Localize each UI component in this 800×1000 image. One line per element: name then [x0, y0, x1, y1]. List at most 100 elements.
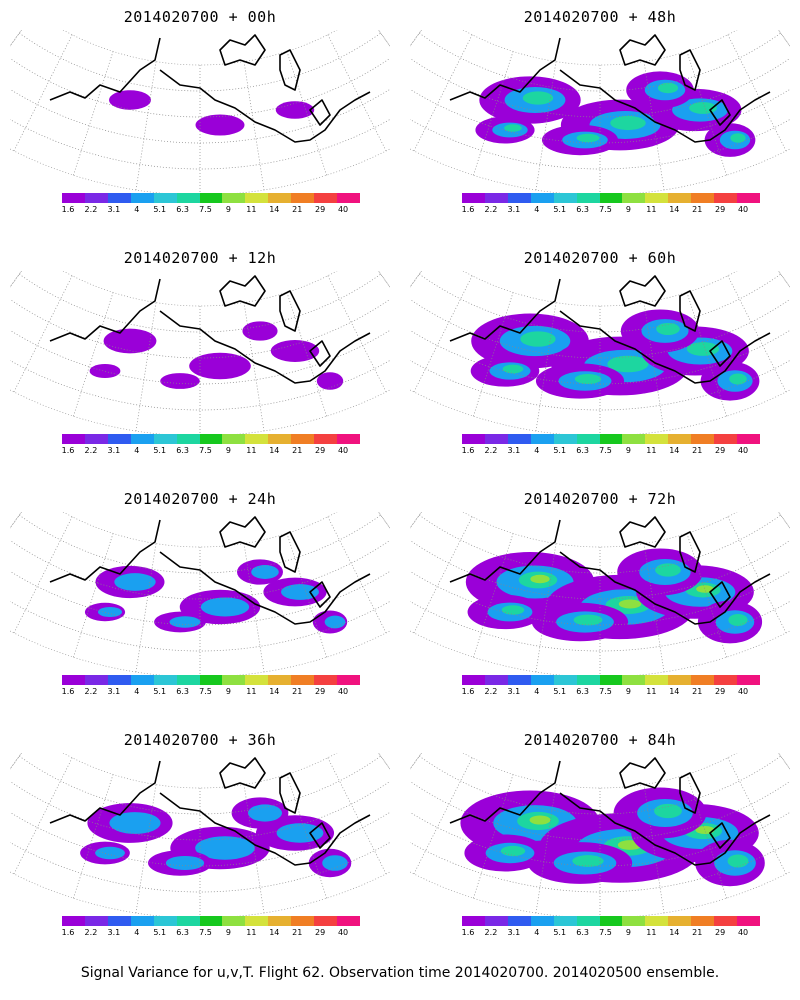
variance-field: [109, 90, 315, 136]
meridian-line: [643, 543, 665, 673]
colorbar-tick-label: 6.3: [576, 205, 589, 214]
meridian-line: [327, 34, 387, 152]
figure-caption: Signal Variance for u,v,T. Flight 62. Ob…: [80, 965, 720, 981]
colorbar-tick-label: 5.1: [153, 928, 167, 937]
colorbar-segment: [130, 675, 154, 685]
meridian-line: [535, 784, 557, 914]
variance-field: [89, 321, 344, 390]
colorbar-segment: [553, 916, 577, 926]
colorbar-ticks: 1.6 2.2 3.1 4 5.1 6.3 7.5 9 11 14 21 29 40: [452, 446, 770, 458]
meridian-line: [413, 516, 473, 634]
colorbar-tick-label: 9: [625, 928, 631, 937]
meridian-line: [686, 51, 727, 176]
colorbar-segment: [337, 675, 360, 685]
variance-blob: [89, 363, 121, 379]
colorbar-tick-label: 3.1: [507, 687, 521, 696]
colorbar-tick-label: 1.6: [461, 446, 475, 455]
variance-blob: [276, 823, 324, 843]
latitude-line: [19, 273, 381, 333]
colorbar-segment: [484, 675, 508, 685]
coastline: [49, 275, 371, 384]
meridian-line: [727, 34, 787, 152]
colorbar-tick-label: 5.1: [553, 928, 567, 937]
colorbar-segment: [691, 675, 715, 685]
meridian-line: [135, 61, 157, 191]
variance-blob: [251, 565, 279, 579]
colorbar-tick-label: 5.1: [153, 446, 167, 455]
colorbar-tick-label: 1.6: [61, 928, 75, 937]
variance-field: [465, 548, 763, 644]
meridian-line: [778, 512, 790, 529]
colorbar-tick-label: 5.1: [553, 687, 567, 696]
colorbar-tick-label: 14: [669, 205, 680, 214]
latitude-line: [410, 329, 790, 385]
colorbar-tick-label: 4: [534, 205, 540, 214]
colorbar-tick-label: 11: [246, 446, 257, 455]
map-boundary: [10, 271, 390, 436]
map-boundary: [410, 512, 790, 677]
colorbar-tick-label: 5.1: [553, 446, 567, 455]
colorbar-segment: [668, 434, 692, 444]
variance-field: [475, 71, 756, 157]
colorbar-ticks: 1.6 2.2 3.1 4 5.1 6.3 7.5 9 11 14 21 29 40: [452, 928, 770, 940]
colorbar-tick-label: 4: [134, 446, 140, 455]
meridian-line: [643, 784, 665, 914]
colorbar-tick-label: 7.5: [199, 205, 212, 214]
variance-blob: [109, 90, 151, 110]
colorbar-segment: [645, 675, 669, 685]
coastline: [449, 516, 771, 625]
meridian-line: [778, 753, 790, 770]
variance-blob: [165, 855, 205, 871]
variance-blob: [281, 584, 319, 600]
colorbar-segment: [176, 434, 200, 444]
variance-blob: [114, 573, 156, 591]
colorbar: [62, 193, 360, 203]
meridian-line: [13, 757, 73, 875]
colorbar-segment: [530, 193, 554, 203]
map-panel: 2014020700 + 00h 1.6 2.2 3.1 4 5.1 6.3 7.5 9 11 14…: [0, 0, 400, 245]
variance-blob: [501, 605, 525, 615]
map-panel: 2014020700 + 24h 1.6 2.2 3.1 4 5.1 6.3 7.5 9 11 14…: [0, 482, 400, 727]
colorbar-segment: [576, 675, 600, 685]
meridian-line: [643, 61, 665, 191]
variance-blob: [618, 599, 642, 609]
colorbar-segment: [176, 916, 200, 926]
variance-blob: [200, 597, 250, 617]
map-panel: 2014020700 + 36h 1.6 2.2 3.1 4 5.1 6.3 7.5 9 11 14…: [0, 723, 400, 968]
colorbar-segment: [245, 193, 269, 203]
colorbar-tick-label: 9: [625, 205, 631, 214]
variance-blob: [520, 331, 556, 347]
latitude-line: [410, 118, 790, 170]
variance-blob: [607, 355, 649, 373]
colorbar-tick-label: 29: [315, 928, 326, 937]
colorbar-segment: [645, 434, 669, 444]
colorbar-segment: [462, 193, 485, 203]
colorbar-tick-label: 7.5: [599, 205, 612, 214]
colorbar-segment: [245, 675, 269, 685]
colorbar-tick-label: 4: [134, 928, 140, 937]
colorbar-tick-label: 11: [646, 205, 657, 214]
colorbar-tick-label: 6.3: [176, 928, 189, 937]
colorbar-segment: [599, 193, 623, 203]
colorbar-tick-label: 5.1: [153, 205, 167, 214]
colorbar-segment: [222, 193, 246, 203]
colorbar-tick-label: 5.1: [553, 205, 567, 214]
colorbar-segment: [714, 916, 738, 926]
colorbar-tick-label: 2.2: [84, 687, 98, 696]
colorbar-segment: [153, 916, 177, 926]
meridian-line: [643, 302, 665, 432]
colorbar-tick-label: 11: [246, 928, 257, 937]
map-panel: 2014020700 + 72h 1.6 2.2 3.1 4 5.1 6.3 7.5 9 11 14…: [400, 482, 800, 727]
meridian-line: [73, 533, 114, 658]
colorbar-tick-label: 29: [715, 687, 726, 696]
latitude-line: [10, 88, 390, 144]
meridian-line: [327, 757, 387, 875]
colorbar-tick-label: 7.5: [199, 687, 212, 696]
latitude-line: [410, 88, 790, 144]
colorbar-segment: [576, 193, 600, 203]
colorbar-tick-label: 2.2: [84, 205, 98, 214]
colorbar-tick-label: 40: [737, 687, 749, 696]
meridian-line: [73, 51, 114, 176]
colorbar-tick-label: 2.2: [84, 446, 98, 455]
variance-blob: [502, 364, 524, 374]
